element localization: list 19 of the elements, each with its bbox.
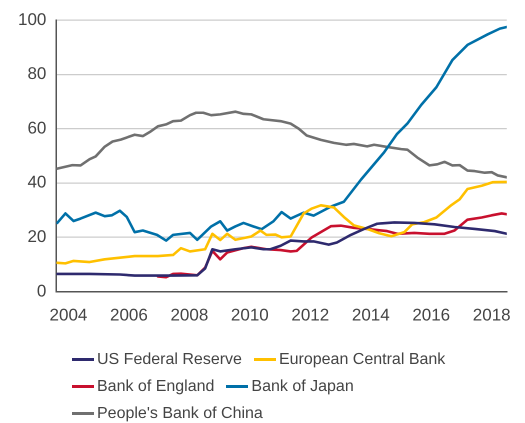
y-tick-label: 20 [27, 227, 46, 246]
y-tick-label: 0 [36, 281, 46, 300]
y-tick-label: 80 [27, 64, 46, 84]
x-tick-label: 2014 [352, 305, 390, 324]
legend-label: European Central Bank [278, 350, 446, 370]
legend-label: Bank of Japan [251, 377, 354, 397]
y-tick-label: 100 [18, 10, 46, 29]
x-tick-label: 2010 [230, 305, 269, 324]
x-tick-label: 2008 [170, 305, 208, 324]
y-tick-label: 60 [27, 118, 46, 138]
x-tick-label: 2006 [110, 305, 148, 324]
x-tick-label: 2004 [50, 305, 88, 324]
legend-label: Bank of England [97, 377, 214, 397]
x-tick-label: 2012 [291, 305, 330, 324]
x-tick-label: 2016 [412, 305, 450, 324]
y-tick-label: 40 [27, 172, 46, 192]
legend-label: US Federal Reserve [97, 350, 242, 370]
x-tick-label: 2018 [472, 305, 511, 324]
legend-label: People's Bank of China [97, 404, 263, 423]
